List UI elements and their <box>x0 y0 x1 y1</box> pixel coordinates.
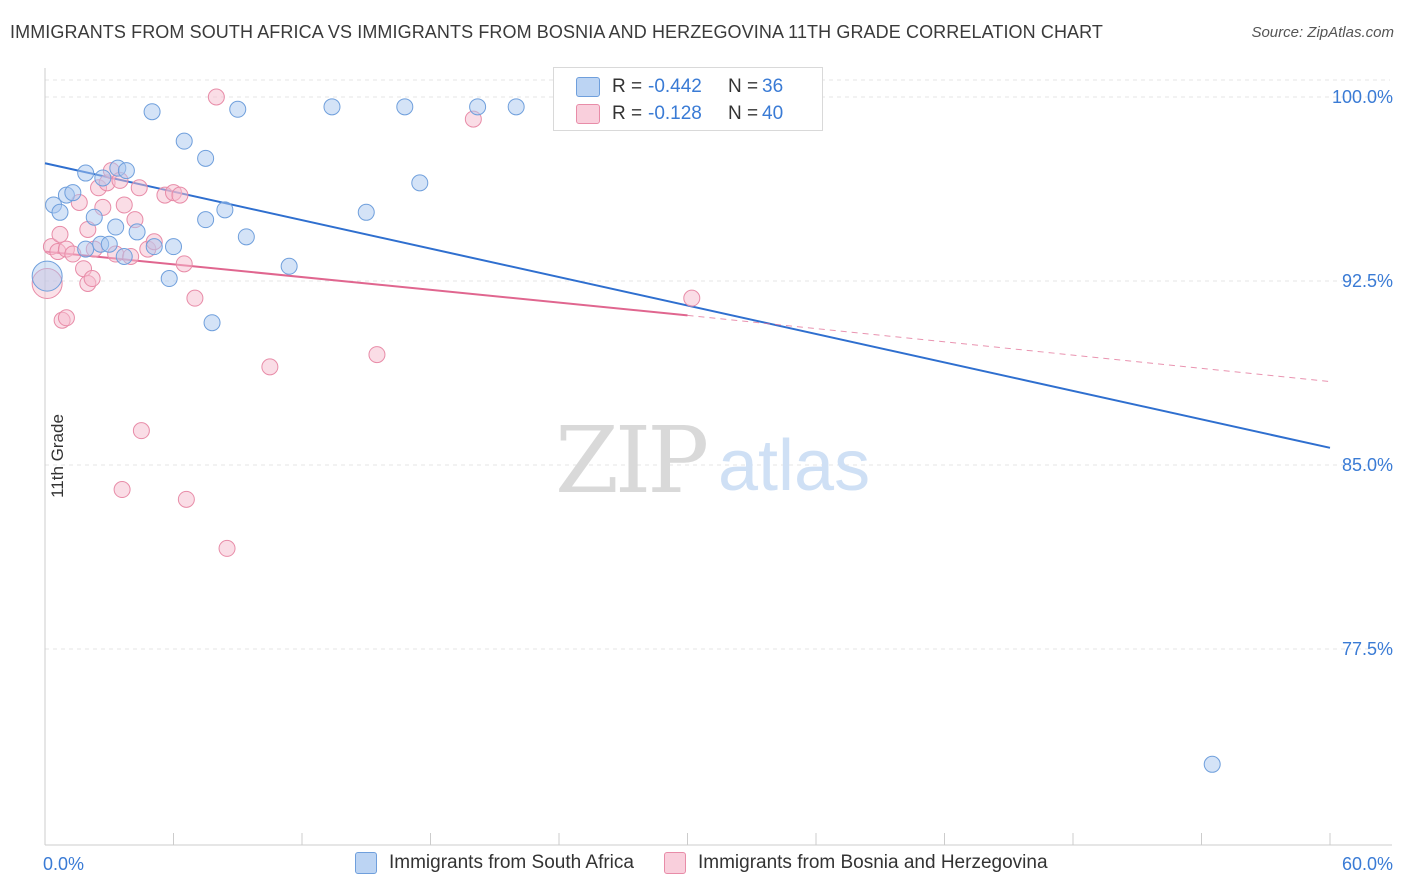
legend-n-value: 40 <box>762 103 784 124</box>
data-point-south-africa <box>51 203 69 221</box>
data-point-south-africa <box>94 169 112 187</box>
data-point-south-africa <box>357 203 375 221</box>
series-legend-label: Immigrants from South Africa <box>389 852 634 873</box>
data-point-south-africa <box>411 174 429 192</box>
data-point-bosnia <box>186 289 204 307</box>
data-point-bosnia <box>207 88 225 106</box>
source-label: Source: ZipAtlas.com <box>1251 24 1394 41</box>
data-point-south-africa <box>175 132 193 150</box>
tick-labels: 100.0% 92.5% 85.0% 77.5% 0.0% 60.0% <box>43 87 1393 874</box>
watermark-atlas: atlas <box>718 426 870 506</box>
data-point-south-africa <box>1203 755 1221 773</box>
data-point-bosnia <box>218 539 236 557</box>
data-point-south-africa <box>396 98 414 116</box>
trend-lines <box>44 162 1331 449</box>
data-point-south-africa <box>216 201 234 219</box>
data-point-bosnia <box>130 179 148 197</box>
trend-line-bosnia <box>44 250 688 317</box>
data-point-bosnia <box>132 422 150 440</box>
series-swatch-pink <box>663 852 686 874</box>
trend-line-bosnia-extrapolated <box>687 314 1331 383</box>
trend-line-south-africa <box>44 162 1331 449</box>
x-tick-label: 0.0% <box>43 854 84 874</box>
data-point-south-africa <box>197 149 215 167</box>
data-point-bosnia <box>171 186 189 204</box>
data-point-south-africa <box>229 100 247 118</box>
data-point-south-africa <box>117 162 135 180</box>
legend-n-value: 36 <box>762 76 784 97</box>
data-point-bosnia <box>113 481 131 499</box>
data-point-south-africa <box>203 314 221 332</box>
legend-r-value: -0.128 <box>648 103 702 124</box>
legend-row-bosnia: R = -0.128 N = 40 <box>576 101 783 127</box>
data-point-south-africa <box>280 257 298 275</box>
series-legend-item-bosnia[interactable]: Immigrants from Bosnia and Herzegovina <box>663 852 1048 874</box>
y-tick-label: 77.5% <box>1342 639 1393 659</box>
data-point-south-africa <box>64 184 82 202</box>
watermark: ZIP atlas <box>555 407 870 514</box>
data-point-bosnia <box>368 346 386 364</box>
axes <box>44 68 1392 846</box>
y-axis-label: 11th Grade <box>47 414 67 498</box>
data-point-bosnia <box>57 309 75 327</box>
data-point-south-africa <box>115 247 133 265</box>
data-point-south-africa <box>31 260 63 292</box>
data-point-bosnia <box>177 490 195 508</box>
data-point-south-africa <box>469 98 487 116</box>
data-point-bosnia <box>261 358 279 376</box>
legend-r-label: R = <box>612 76 643 97</box>
data-point-south-africa <box>507 98 525 116</box>
y-tick-label: 92.5% <box>1342 271 1393 291</box>
series-legend-label: Immigrants from Bosnia and Herzegovina <box>697 852 1048 873</box>
data-point-south-africa <box>197 211 215 229</box>
legend-swatch-pink <box>576 104 600 124</box>
legend-n-label: N = <box>728 103 759 124</box>
series-legend: Immigrants from South Africa Immigrants … <box>355 852 1078 874</box>
legend-row-south-africa: R = -0.442 N = 36 <box>576 74 783 100</box>
data-point-south-africa <box>77 240 95 258</box>
legend-r-label: R = <box>612 103 643 124</box>
chart-title: IMMIGRANTS FROM SOUTH AFRICA VS IMMIGRAN… <box>10 22 1104 42</box>
data-point-bosnia <box>31 267 63 299</box>
data-point-south-africa <box>107 218 125 236</box>
data-point-south-africa <box>100 235 118 253</box>
data-point-bosnia <box>51 225 69 243</box>
data-point-south-africa <box>145 238 163 256</box>
correlation-legend: R = -0.442 N = 36 R = -0.128 N = 40 <box>553 67 823 131</box>
data-point-bosnia <box>683 289 701 307</box>
data-point-south-africa <box>160 270 178 288</box>
y-tick-label: 100.0% <box>1332 87 1393 107</box>
series-legend-item-south-africa[interactable]: Immigrants from South Africa <box>355 852 634 874</box>
data-point-south-africa <box>77 164 95 182</box>
grid-lines <box>45 79 1390 650</box>
data-point-south-africa <box>85 208 103 226</box>
data-point-south-africa <box>128 223 146 241</box>
legend-r-value: -0.442 <box>648 76 702 97</box>
y-tick-label: 85.0% <box>1342 455 1393 475</box>
data-point-south-africa <box>143 103 161 121</box>
data-point-south-africa <box>165 238 182 256</box>
watermark-zip: ZIP <box>555 407 706 514</box>
data-point-south-africa <box>323 98 341 116</box>
data-point-bosnia <box>115 196 133 214</box>
data-points <box>31 88 1221 773</box>
series-swatch-blue <box>355 852 377 874</box>
data-point-bosnia <box>83 270 101 288</box>
data-point-bosnia <box>175 255 193 273</box>
legend-swatch-blue <box>576 77 600 97</box>
legend-n-label: N = <box>728 76 759 97</box>
x-tick-label: 60.0% <box>1342 854 1393 874</box>
data-point-south-africa <box>237 228 255 246</box>
